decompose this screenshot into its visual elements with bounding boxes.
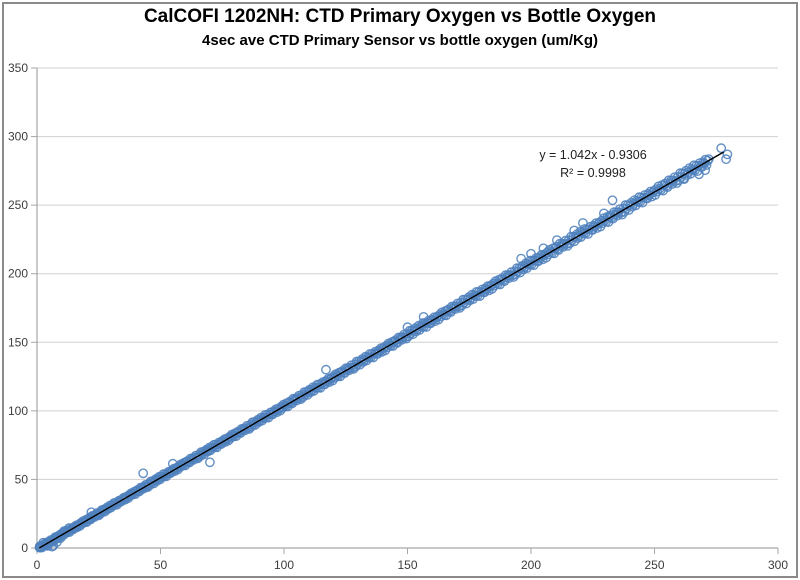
- data-point: [578, 218, 588, 228]
- data-point: [703, 154, 714, 165]
- data-point: [722, 149, 733, 160]
- data-point: [204, 457, 215, 468]
- data-point: [702, 155, 713, 166]
- x-tick-label: 0: [34, 558, 41, 572]
- data-point: [516, 253, 526, 264]
- data-point: [167, 458, 178, 469]
- data-point: [86, 507, 97, 518]
- x-tick-label: 150: [397, 558, 417, 572]
- x-tick-label: 50: [154, 558, 168, 572]
- data-point: [569, 225, 580, 236]
- trendline-r-squared: R² = 0.9998: [560, 166, 626, 180]
- data-point: [607, 195, 618, 206]
- y-tick-label: 250: [8, 198, 28, 212]
- data-point: [418, 311, 429, 322]
- y-tick-label: 200: [8, 267, 28, 281]
- trendline-equation: y = 1.042x - 0.9306: [539, 148, 646, 162]
- data-point: [321, 364, 331, 375]
- x-tick-label: 100: [274, 558, 294, 572]
- data-point: [526, 248, 536, 259]
- y-tick-label: 50: [15, 472, 29, 486]
- y-tick-label: 300: [8, 130, 28, 144]
- data-point: [552, 235, 562, 246]
- data-point: [538, 243, 549, 254]
- data-point: [138, 468, 149, 479]
- data-point: [721, 154, 731, 165]
- x-tick-label: 300: [768, 558, 788, 572]
- x-tick-label: 250: [644, 558, 664, 572]
- y-tick-label: 350: [8, 61, 28, 75]
- y-tick-label: 100: [8, 404, 28, 418]
- x-tick-label: 200: [521, 558, 541, 572]
- data-point: [700, 165, 710, 176]
- data-point: [716, 143, 727, 154]
- trendline: [38, 151, 725, 549]
- data-point: [402, 322, 413, 333]
- chart-subtitle: 4sec ave CTD Primary Sensor vs bottle ox…: [202, 32, 598, 49]
- chart-title: CalCOFI 1202NH: CTD Primary Oxygen vs Bo…: [143, 6, 657, 27]
- y-tick-label: 0: [21, 541, 28, 555]
- data-point: [298, 391, 308, 402]
- y-tick-label: 150: [8, 335, 28, 349]
- data-point: [599, 208, 609, 219]
